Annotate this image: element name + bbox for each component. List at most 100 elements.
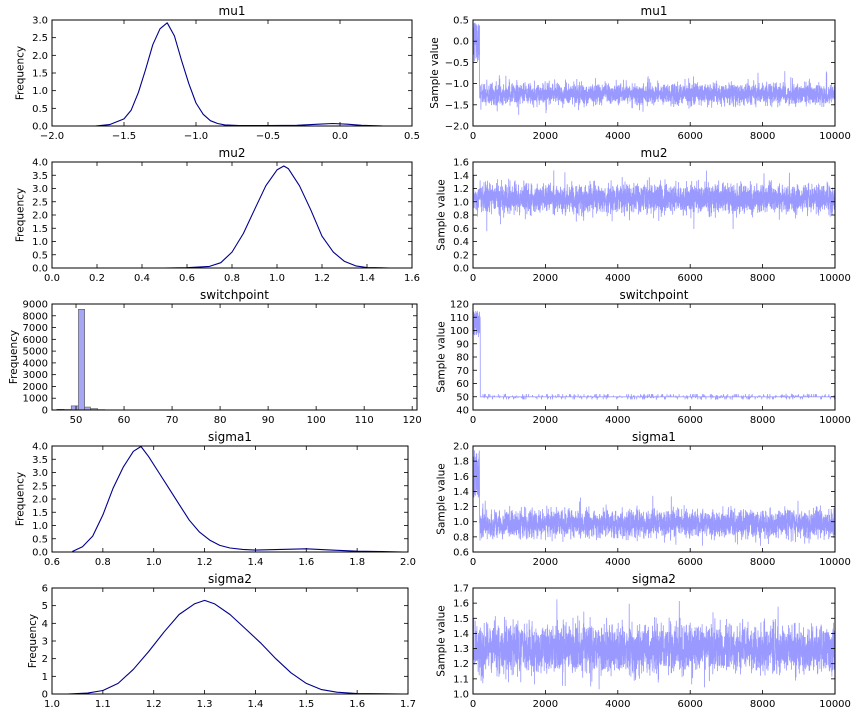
y-tick-label: −0.5 bbox=[445, 58, 469, 69]
x-tick-label: −1.0 bbox=[184, 131, 208, 142]
x-tick-label: 1.6 bbox=[349, 699, 365, 710]
x-tick-label: 0 bbox=[470, 415, 476, 426]
x-tick-label: 1.0 bbox=[44, 699, 60, 710]
x-tick-label: 80 bbox=[214, 415, 227, 426]
x-tick-label: 90 bbox=[262, 415, 275, 426]
x-tick-label: 70 bbox=[166, 415, 179, 426]
trace-line bbox=[473, 22, 835, 115]
y-tick-label: 0.8 bbox=[453, 532, 469, 543]
x-tick-label: 8000 bbox=[750, 557, 775, 568]
y-axis-label: Sample value bbox=[435, 321, 447, 392]
y-tick-label: 1.4 bbox=[453, 171, 469, 182]
y-tick-label: 0.0 bbox=[32, 122, 48, 133]
x-tick-label: 2000 bbox=[533, 273, 558, 284]
trace-line bbox=[473, 310, 835, 400]
x-tick-label: 0.6 bbox=[44, 557, 60, 568]
x-tick-label: 1.6 bbox=[404, 273, 420, 284]
y-tick-label: 90 bbox=[456, 339, 469, 350]
x-tick-label: 100 bbox=[307, 415, 326, 426]
y-tick-label: 2.0 bbox=[32, 495, 48, 506]
y-tick-label: 0.0 bbox=[453, 37, 469, 48]
x-tick-label: 1.4 bbox=[247, 699, 263, 710]
y-tick-label: 1.3 bbox=[453, 644, 469, 655]
sigma1-trace-panel: 0 2000 4000 6000 8000 10000 0.6 0.8 1.0 1.2 1.4 1.6… bbox=[435, 430, 851, 568]
x-tick-label: 10000 bbox=[819, 557, 851, 568]
x-tick-label: 1.6 bbox=[298, 557, 314, 568]
y-tick-label: 4 bbox=[42, 619, 48, 630]
y-tick-label: 3.0 bbox=[32, 16, 48, 27]
mu2-trace-panel: 0 2000 4000 6000 8000 10000 0.0 0.2 0.4 0.6 0.8 1.0… bbox=[435, 146, 851, 284]
y-tick-label: 1.5 bbox=[32, 224, 48, 235]
x-tick-label: −0.5 bbox=[256, 131, 280, 142]
y-tick-label: 100 bbox=[450, 326, 469, 337]
x-tick-label: 1.2 bbox=[314, 273, 330, 284]
x-tick-label: 2000 bbox=[533, 131, 558, 142]
x-tick-label: 110 bbox=[355, 415, 374, 426]
x-tick-label: 6000 bbox=[677, 273, 702, 284]
y-tick-label: 6 bbox=[42, 584, 48, 595]
x-tick-label: 1.2 bbox=[197, 557, 213, 568]
y-tick-label: 0 bbox=[42, 690, 48, 701]
x-tick-label: 8000 bbox=[750, 131, 775, 142]
y-tick-label: 1.1 bbox=[453, 674, 469, 685]
y-tick-label: 1.0 bbox=[453, 517, 469, 528]
y-tick-label: 2.0 bbox=[32, 51, 48, 62]
x-tick-label: 6000 bbox=[677, 131, 702, 142]
y-tick-label: 3.0 bbox=[32, 184, 48, 195]
y-tick-label: 0.4 bbox=[453, 237, 469, 248]
x-tick-label: 1.5 bbox=[298, 699, 314, 710]
y-tick-label: 1000 bbox=[23, 394, 48, 405]
x-tick-label: 10000 bbox=[819, 273, 851, 284]
y-tick-label: 1.6 bbox=[453, 158, 469, 169]
y-tick-label: 2.5 bbox=[32, 481, 48, 492]
y-tick-label: 0.0 bbox=[32, 548, 48, 559]
x-tick-label: 0.5 bbox=[404, 131, 420, 142]
x-tick-label: 0.8 bbox=[224, 273, 240, 284]
chart-title: switchpoint bbox=[200, 288, 269, 302]
y-tick-label: 8000 bbox=[23, 311, 48, 322]
axes-frame bbox=[51, 19, 413, 127]
y-tick-label: 4000 bbox=[23, 358, 48, 369]
chart-title: sigma2 bbox=[632, 572, 676, 586]
x-tick-label: 1.4 bbox=[247, 557, 263, 568]
mu2-density-panel: 0.0 0.2 0.4 0.6 0.8 1.0 1.2 1.4 1.6 0.0 0.5 1.0 1.5 2… bbox=[14, 146, 420, 284]
x-tick-label: 0.2 bbox=[89, 273, 105, 284]
x-tick-label: 6000 bbox=[677, 415, 702, 426]
x-tick-label: 0.4 bbox=[134, 273, 150, 284]
axes-frame bbox=[51, 303, 418, 411]
x-tick-label: 2.0 bbox=[400, 557, 416, 568]
x-tick-label: 2000 bbox=[533, 557, 558, 568]
density-curve bbox=[72, 446, 403, 552]
chart-title: sigma1 bbox=[632, 430, 676, 444]
x-tick-label: 4000 bbox=[605, 557, 630, 568]
trace-line bbox=[473, 599, 835, 690]
x-tick-label: 8000 bbox=[750, 273, 775, 284]
y-tick-label: 1.6 bbox=[453, 472, 469, 483]
y-tick-label: 1.4 bbox=[453, 629, 469, 640]
y-tick-label: 1.5 bbox=[32, 508, 48, 519]
y-tick-label: 1.4 bbox=[453, 487, 469, 498]
sigma2-density-plot-area bbox=[67, 599, 403, 694]
y-tick-label: −2.0 bbox=[445, 122, 469, 133]
sigma2-trace-plot-area bbox=[473, 599, 835, 690]
x-tick-label: 1.7 bbox=[400, 699, 416, 710]
axes-frame bbox=[472, 303, 836, 411]
y-tick-label: 0.5 bbox=[32, 104, 48, 115]
chart-title: mu1 bbox=[219, 4, 246, 18]
y-tick-label: 50 bbox=[456, 392, 469, 403]
histogram-bar bbox=[78, 308, 85, 410]
y-tick-label: −1.0 bbox=[445, 79, 469, 90]
x-tick-label: 2000 bbox=[533, 699, 558, 710]
x-tick-label: 0 bbox=[470, 273, 476, 284]
y-tick-label: 60 bbox=[456, 379, 469, 390]
y-axis-label: Frequency bbox=[8, 330, 20, 384]
sigma1-density-panel: 0.6 0.8 1.0 1.2 1.4 1.6 1.8 2.0 0.0 0.5 1.0 1.5 2.0 2… bbox=[14, 430, 416, 568]
x-tick-label: 1.3 bbox=[197, 699, 213, 710]
chart-title: sigma1 bbox=[208, 430, 252, 444]
y-axis-label: Sample value bbox=[429, 37, 441, 108]
y-tick-label: 120 bbox=[450, 300, 469, 311]
x-tick-label: 50 bbox=[70, 415, 83, 426]
mu1-density-panel: −2.0 −1.5 −1.0 −0.5 0.0 0.5 0.0 0.5 1.0 1.5 2.0 2.5… bbox=[14, 4, 420, 142]
x-tick-label: 0.8 bbox=[95, 557, 111, 568]
chart-title: sigma2 bbox=[208, 572, 252, 586]
